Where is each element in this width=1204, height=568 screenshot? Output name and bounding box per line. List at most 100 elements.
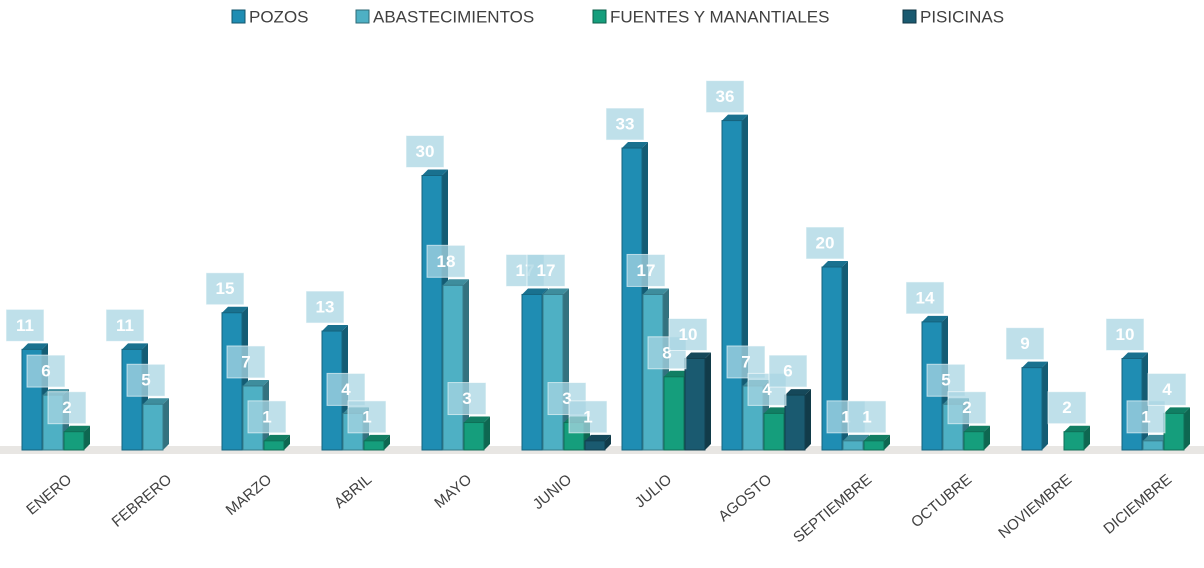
data-label-box	[926, 363, 966, 397]
data-label: 6	[41, 362, 50, 381]
data-label-group: 36	[705, 80, 745, 114]
bar	[521, 293, 543, 451]
bar	[763, 412, 785, 451]
data-label: 1	[362, 407, 371, 426]
data-label-group: 2	[947, 391, 987, 425]
bar	[421, 175, 443, 451]
legend-swatch	[592, 9, 607, 24]
x-tick-label: OCTUBRE	[908, 471, 975, 531]
data-label: 13	[316, 298, 335, 317]
x-tick-label: FEBRERO	[109, 471, 175, 531]
bar-top	[143, 398, 169, 405]
bar	[263, 440, 285, 451]
bar-top	[222, 306, 248, 313]
bar	[642, 293, 664, 451]
data-label-box	[1105, 318, 1145, 351]
data-label: 1	[841, 407, 850, 426]
legend-swatch	[231, 9, 246, 24]
data-label-group: 30	[405, 135, 445, 168]
x-tick-label: AGOSTO	[715, 471, 775, 525]
bar-top	[22, 343, 48, 350]
data-label: 11	[16, 316, 34, 335]
bar	[1142, 440, 1164, 451]
bar-top	[464, 416, 490, 423]
data-label-group: 33	[605, 107, 645, 141]
data-label: 10	[1116, 325, 1135, 344]
legend-label: ABASTECIMIENTOS	[373, 7, 534, 26]
data-label-box	[1047, 391, 1087, 425]
bar	[363, 440, 385, 451]
bar-side	[284, 434, 290, 450]
bar-top	[864, 434, 890, 441]
data-label-box	[247, 400, 287, 434]
data-label-box	[1126, 400, 1166, 434]
data-label-group: 18	[426, 244, 466, 278]
bar	[142, 403, 164, 451]
data-label-group: 10	[1105, 318, 1145, 351]
data-label-box	[905, 281, 945, 315]
x-tick-label: SEPTIEMBRE	[790, 471, 875, 546]
bar-top	[322, 325, 348, 332]
bar-top	[764, 407, 790, 414]
data-label-group: 13	[305, 290, 345, 324]
data-label-box	[105, 308, 145, 342]
data-label: 4	[1162, 380, 1172, 399]
data-label: 2	[1062, 398, 1071, 417]
data-label: 4	[341, 380, 351, 399]
data-label-group: 14	[905, 281, 945, 315]
bar-top	[843, 434, 869, 441]
bar	[221, 312, 243, 451]
data-label-group: 15	[205, 272, 245, 306]
data-label-box	[726, 345, 766, 379]
bar-top	[522, 288, 548, 295]
data-label-group: 1	[568, 400, 608, 434]
data-label-group: 6	[768, 354, 808, 388]
x-tick-label: JUNIO	[530, 471, 575, 513]
data-label-box	[547, 382, 587, 416]
legend-swatch	[902, 9, 917, 24]
bar-side	[705, 352, 711, 450]
bar	[663, 376, 685, 451]
data-label: 6	[783, 362, 792, 381]
bar-top	[243, 379, 269, 386]
data-label-box	[347, 400, 387, 434]
data-label: 5	[141, 371, 150, 390]
data-label: 9	[1020, 334, 1029, 353]
data-label-group: 9	[1005, 327, 1045, 361]
bar-side	[384, 434, 390, 450]
bar-top	[643, 288, 669, 295]
bar-top	[1122, 352, 1148, 359]
data-label-group: 1	[1126, 400, 1166, 434]
legend-label: PISICINAS	[920, 7, 1004, 26]
data-label-group: 1	[247, 400, 287, 434]
data-label-box	[26, 354, 66, 388]
bar-top	[964, 425, 990, 432]
data-label-group: 20	[805, 226, 845, 260]
bar	[442, 284, 464, 451]
bar-top	[822, 261, 848, 267]
bar-top	[422, 169, 448, 176]
x-tick-label: NOVIEMBRE	[995, 471, 1075, 542]
data-label-box	[5, 308, 45, 342]
bar-top	[622, 142, 648, 149]
data-label-group: 1	[347, 400, 387, 434]
bar	[542, 293, 564, 451]
bar	[842, 440, 864, 451]
data-label: 3	[462, 389, 471, 408]
data-label-box	[447, 382, 487, 416]
data-label: 17	[537, 261, 556, 280]
data-label-box	[47, 391, 87, 425]
bar-side	[984, 425, 990, 450]
data-label: 1	[1141, 407, 1150, 426]
data-label: 3	[562, 389, 571, 408]
data-label-box	[426, 244, 466, 278]
data-label-group: 6	[26, 354, 66, 388]
bar	[621, 147, 643, 451]
bar-top	[1164, 407, 1190, 414]
data-label-box	[626, 253, 666, 287]
x-tick-label: MAYO	[431, 471, 475, 512]
data-label-box	[605, 107, 645, 141]
data-label-box	[768, 354, 808, 388]
data-label: 5	[941, 371, 950, 390]
